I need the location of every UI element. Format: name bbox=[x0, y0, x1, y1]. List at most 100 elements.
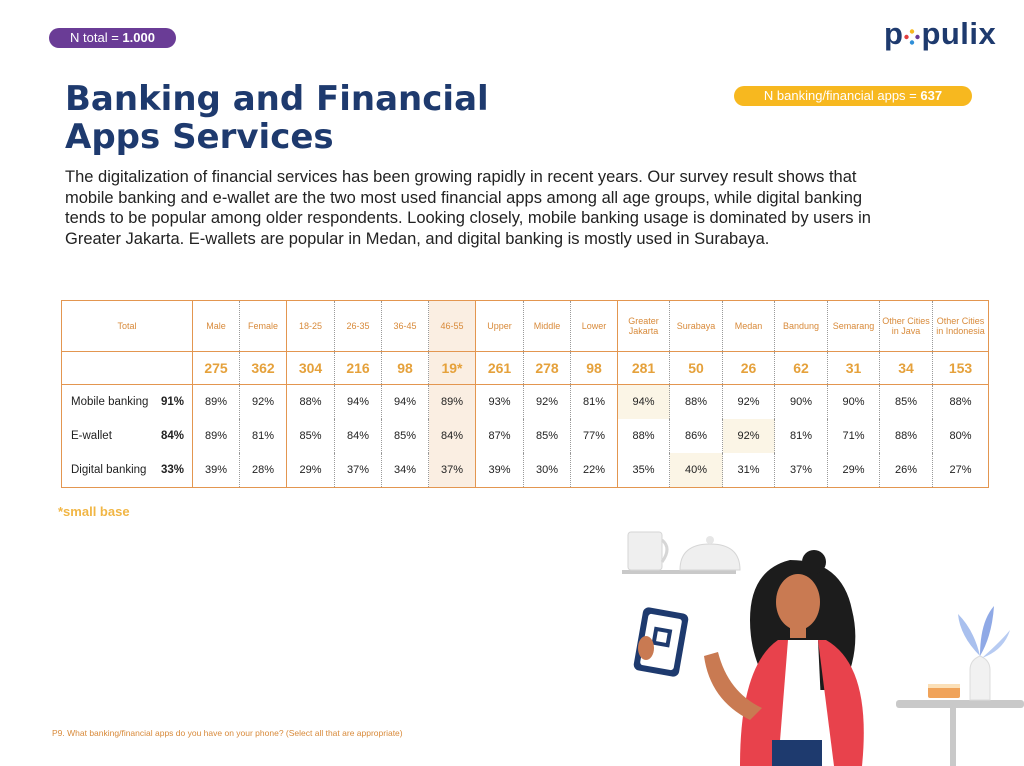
header-medan: Medan bbox=[722, 300, 775, 352]
row-label-cell: Mobile banking 91% bbox=[61, 384, 193, 419]
header-middle: Middle bbox=[523, 300, 571, 352]
value-cell: 94% bbox=[334, 384, 382, 419]
kettle-icon bbox=[627, 531, 663, 571]
value-cell: 31% bbox=[722, 453, 775, 488]
n-banking-badge: N banking/financial apps = 637 bbox=[734, 86, 972, 106]
value-cell: 26% bbox=[879, 453, 933, 488]
value-cell: 92% bbox=[523, 384, 571, 419]
row-total: 33% bbox=[160, 464, 184, 476]
logo-text-left: p bbox=[884, 16, 904, 51]
sample-size-total-cell bbox=[61, 351, 193, 385]
value-cell: 37% bbox=[774, 453, 828, 488]
n-banking-value: 637 bbox=[920, 88, 943, 103]
value-cell: 92% bbox=[239, 384, 287, 419]
logo-dots-icon bbox=[904, 29, 921, 45]
n-total-value: 1.000 bbox=[122, 30, 155, 45]
value-cell: 39% bbox=[475, 453, 524, 488]
table-row-mobile-banking: Mobile banking 91% 89% 92% 88% 94% 94% 89… bbox=[61, 384, 989, 419]
value-cell: 90% bbox=[827, 384, 880, 419]
sample-size-cell: 216 bbox=[334, 351, 382, 385]
n-total-badge: N total = 1.000 bbox=[49, 28, 176, 48]
header-bandung: Bandung bbox=[774, 300, 828, 352]
sample-size-cell: 19* bbox=[428, 351, 476, 385]
value-cell: 89% bbox=[192, 419, 240, 453]
value-cell: 29% bbox=[286, 453, 335, 488]
header-other-java: Other Cities in Java bbox=[879, 300, 933, 352]
header-surabaya: Surabaya bbox=[669, 300, 723, 352]
sample-size-cell: 31 bbox=[827, 351, 880, 385]
sample-size-cell: 362 bbox=[239, 351, 287, 385]
sample-size-cell: 304 bbox=[286, 351, 335, 385]
header-18-25: 18-25 bbox=[286, 300, 335, 352]
page-title-line-1: Banking and Financial bbox=[65, 79, 489, 119]
value-cell: 84% bbox=[428, 419, 476, 453]
header-46-55: 46-55 bbox=[428, 300, 476, 352]
header-lower: Lower bbox=[570, 300, 618, 352]
value-cell: 35% bbox=[617, 453, 670, 488]
value-cell: 39% bbox=[192, 453, 240, 488]
header-semarang: Semarang bbox=[827, 300, 880, 352]
value-cell: 37% bbox=[428, 453, 476, 488]
value-cell: 85% bbox=[523, 419, 571, 453]
value-cell: 90% bbox=[774, 384, 828, 419]
sample-size-cell: 98 bbox=[381, 351, 429, 385]
woman-with-phone-illustration bbox=[622, 531, 1024, 766]
vase-icon bbox=[969, 655, 991, 701]
value-cell: 89% bbox=[192, 384, 240, 419]
populix-logo: p pulix bbox=[884, 16, 996, 52]
value-cell: 89% bbox=[428, 384, 476, 419]
small-base-note: *small base bbox=[58, 504, 130, 519]
value-cell: 34% bbox=[381, 453, 429, 488]
arm bbox=[704, 652, 762, 720]
row-label: Digital banking bbox=[71, 464, 147, 476]
value-cell: 85% bbox=[879, 384, 933, 419]
header-female: Female bbox=[239, 300, 287, 352]
question-footnote: P9. What banking/financial apps do you h… bbox=[52, 728, 403, 738]
n-total-label: N total = bbox=[70, 30, 123, 45]
value-cell-highlighted: 94% bbox=[617, 384, 670, 419]
row-label-cell: E-wallet 84% bbox=[61, 419, 193, 453]
sample-size-cell: 278 bbox=[523, 351, 571, 385]
row-label-cell: Digital banking 33% bbox=[61, 453, 193, 488]
value-cell: 85% bbox=[286, 419, 335, 453]
value-cell-highlighted: 92% bbox=[722, 419, 775, 453]
shelf bbox=[622, 570, 736, 574]
value-cell: 81% bbox=[239, 419, 287, 453]
header-male: Male bbox=[192, 300, 240, 352]
header-26-35: 26-35 bbox=[334, 300, 382, 352]
header-greater-jakarta: Greater Jakarta bbox=[617, 300, 670, 352]
sample-size-cell: 281 bbox=[617, 351, 670, 385]
value-cell: 92% bbox=[722, 384, 775, 419]
value-cell: 88% bbox=[879, 419, 933, 453]
sample-size-cell: 50 bbox=[669, 351, 723, 385]
sample-size-cell: 98 bbox=[570, 351, 618, 385]
value-cell: 88% bbox=[669, 384, 723, 419]
value-cell: 93% bbox=[475, 384, 524, 419]
value-cell: 84% bbox=[334, 419, 382, 453]
row-label: E-wallet bbox=[71, 430, 112, 442]
row-total: 84% bbox=[160, 430, 184, 442]
value-cell: 81% bbox=[570, 384, 618, 419]
value-cell: 85% bbox=[381, 419, 429, 453]
row-total: 91% bbox=[160, 396, 184, 408]
page-title-line-2: Apps Services bbox=[65, 117, 334, 157]
table-row-e-wallet: E-wallet 84% 89% 81% 85% 84% 85% 84% 87% … bbox=[61, 419, 989, 453]
teapot-icon bbox=[679, 543, 741, 571]
sample-size-cell: 34 bbox=[879, 351, 933, 385]
page-title: Banking and Financial Apps Services bbox=[65, 80, 489, 156]
n-banking-label: N banking/financial apps = bbox=[763, 88, 921, 103]
value-cell: 88% bbox=[617, 419, 670, 453]
sample-size-cell: 26 bbox=[722, 351, 775, 385]
intro-paragraph: The digitalization of financial services… bbox=[65, 168, 871, 248]
value-cell: 81% bbox=[774, 419, 828, 453]
value-cell: 86% bbox=[669, 419, 723, 453]
sample-size-cell: 153 bbox=[932, 351, 989, 385]
value-cell: 80% bbox=[949, 430, 972, 442]
value-cell-highlighted: 40% bbox=[669, 453, 723, 488]
jacket bbox=[740, 640, 788, 766]
side-table bbox=[896, 700, 1024, 708]
value-cell: 88% bbox=[949, 396, 972, 408]
row-label: Mobile banking bbox=[71, 396, 149, 408]
sample-size-cell: 275 bbox=[192, 351, 240, 385]
face bbox=[776, 574, 820, 630]
